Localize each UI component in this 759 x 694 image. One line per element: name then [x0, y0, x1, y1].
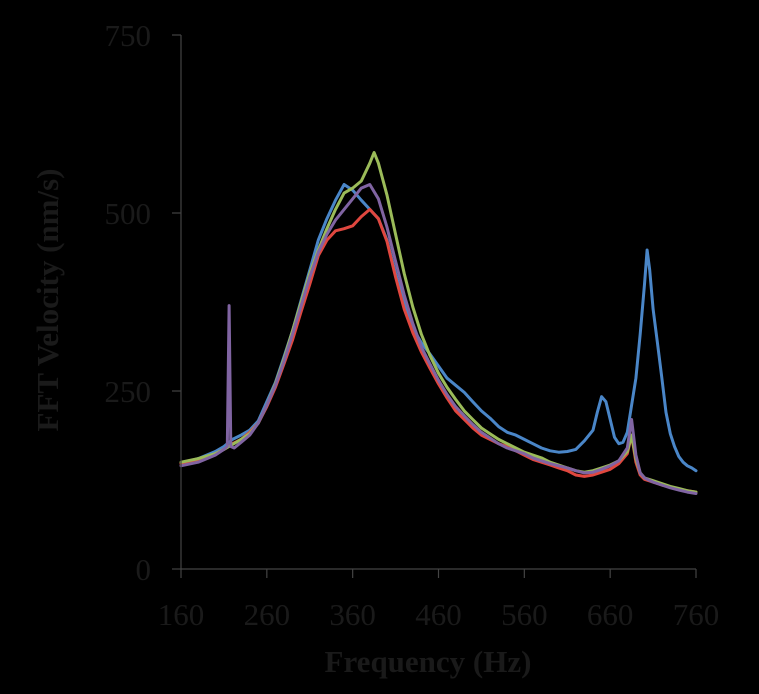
x-tick-label: 460: [415, 597, 462, 632]
x-tick-label: 560: [501, 597, 548, 632]
series-line-1: [179, 183, 698, 473]
series-layer: [179, 151, 698, 495]
x-tick-label: 760: [673, 597, 720, 632]
y-tick-label: 250: [105, 374, 152, 409]
y-tick-label: 500: [105, 196, 152, 231]
x-tick-label: 660: [587, 597, 634, 632]
x-tick-label: 360: [329, 597, 376, 632]
y-tick-label: 750: [105, 18, 152, 53]
x-axis-title: Frequency (Hz): [325, 644, 532, 679]
series-line-2: [179, 207, 698, 494]
y-axis-title: FFT Velocity (nm/s): [30, 169, 65, 432]
axes-layer: 0 250 500 750 160 260 360 460 560 660 760: [105, 18, 720, 632]
x-tick-label: 260: [244, 597, 291, 632]
x-tick-label: 160: [158, 597, 205, 632]
y-tick-label: 0: [136, 552, 152, 587]
series-line-4: [179, 183, 698, 495]
